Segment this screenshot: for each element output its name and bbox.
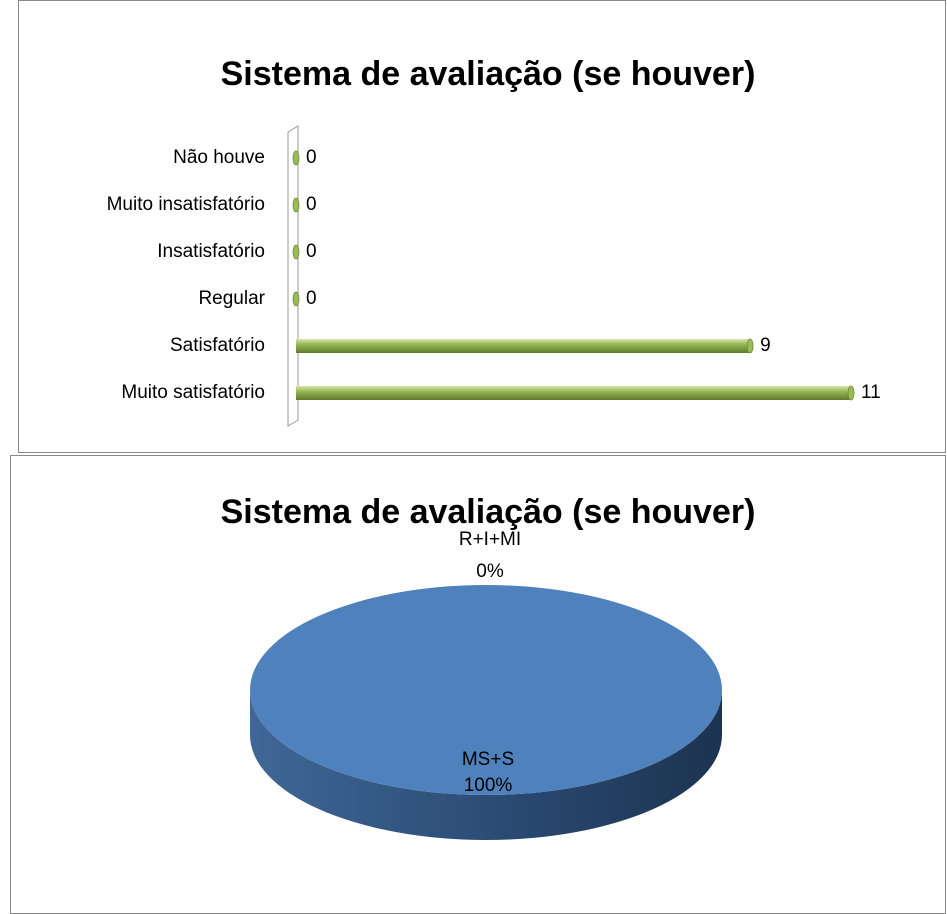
value-label: 9 [760, 335, 771, 356]
category-label: Não houve [173, 147, 265, 168]
pie-label: R+I+MI [459, 529, 521, 550]
bar-cap [292, 150, 300, 166]
bar [296, 339, 751, 353]
pie-value-label: 100% [464, 775, 513, 796]
back-wall [287, 125, 299, 427]
chart-title: Sistema de avaliação (se houver) [221, 55, 756, 93]
pie-value-label: 0% [476, 561, 504, 582]
chart-title: Sistema de avaliação (se houver) [221, 493, 756, 531]
pie-label: MS+S [462, 749, 514, 770]
category-label: Muito satisfatório [121, 382, 265, 403]
bar-cap [746, 338, 754, 354]
bar [296, 386, 851, 400]
value-label: 0 [306, 194, 317, 215]
value-label: 0 [306, 288, 317, 309]
pie-slice [250, 585, 722, 795]
category-label: Satisfatório [170, 335, 265, 356]
value-label: 0 [306, 241, 317, 262]
chart-frame [18, 0, 946, 453]
bar-cap [292, 244, 300, 260]
pie-side [250, 690, 722, 840]
category-label: Regular [198, 288, 265, 309]
bar-cap [292, 291, 300, 307]
bar-cap [292, 197, 300, 213]
category-label: Muito insatisfatório [107, 194, 265, 215]
value-label: 11 [861, 382, 881, 403]
bar-cap [847, 385, 855, 401]
category-label: Insatisfatório [157, 241, 265, 262]
value-label: 0 [306, 147, 317, 168]
